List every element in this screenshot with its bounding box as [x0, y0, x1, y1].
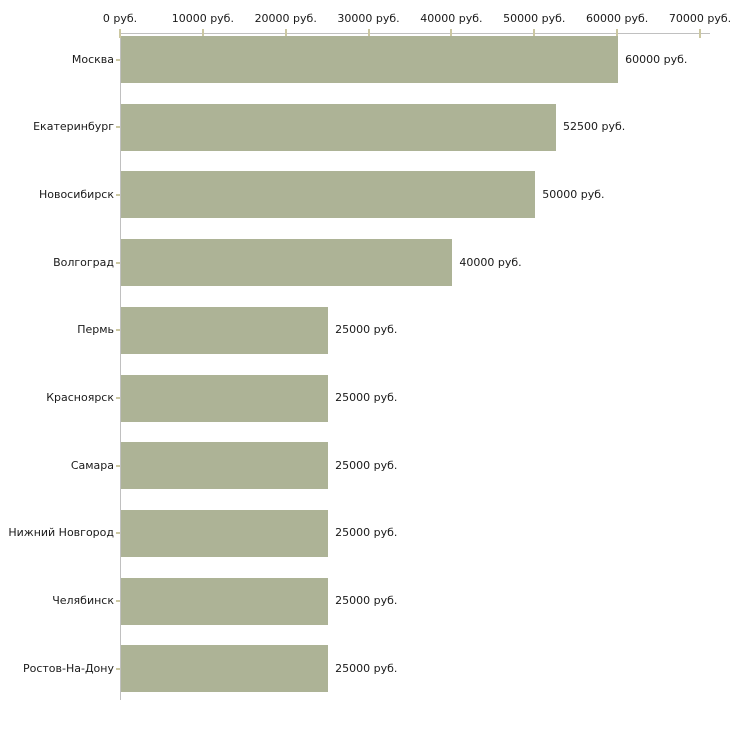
x-axis-tick-mark — [450, 29, 453, 38]
bar — [121, 36, 619, 83]
bar-value-label: 25000 руб. — [335, 526, 398, 540]
bar-value-label: 25000 руб. — [335, 661, 398, 675]
y-axis-tick-mark — [116, 667, 120, 670]
bar-value-label: 60000 руб. — [625, 52, 688, 66]
y-axis-category-label: Красноярск — [46, 391, 114, 404]
x-axis-tick-mark — [616, 29, 619, 38]
x-axis-tick-label: 70000 руб. — [668, 12, 730, 25]
bar-value-label: 25000 руб. — [335, 323, 398, 337]
y-axis-category-label: Ростов-На-Дону — [22, 661, 114, 675]
bar — [121, 509, 329, 557]
bar-value-label: 25000 руб. — [335, 594, 398, 608]
x-axis-tick-mark — [284, 29, 287, 38]
y-axis-category-label: Новосибирск — [38, 187, 114, 201]
x-axis-tick-mark — [367, 29, 370, 38]
x-axis-tick-mark — [119, 29, 121, 38]
y-axis-tick-mark — [116, 261, 120, 264]
x-axis-line — [120, 33, 710, 34]
x-axis-tick-label: 50000 руб. — [503, 12, 566, 25]
x-axis-tick-mark — [201, 29, 204, 38]
bar-value-label: 25000 руб. — [335, 391, 398, 404]
y-axis-tick-mark — [116, 193, 120, 196]
bar — [121, 645, 329, 693]
bar-value-label: 50000 руб. — [542, 187, 605, 201]
bar — [121, 442, 329, 490]
y-axis-category-label: Челябинск — [52, 594, 114, 608]
bar-value-label: 52500 руб. — [563, 120, 626, 134]
y-axis-category-label: Самара — [70, 458, 114, 472]
bar-value-label: 25000 руб. — [335, 458, 398, 472]
y-axis-category-label: Екатеринбург — [33, 120, 114, 134]
x-axis-tick-label: 40000 руб. — [420, 12, 483, 25]
y-axis-category-label: Волгоград — [53, 255, 114, 269]
y-axis-tick-mark — [116, 329, 120, 332]
x-axis-tick-label: 60000 руб. — [586, 12, 649, 25]
y-axis-line — [120, 33, 121, 700]
y-axis-tick-mark — [116, 464, 120, 467]
x-axis-tick-mark — [699, 29, 701, 38]
bar — [121, 171, 536, 219]
bar-value-label: 40000 руб. — [459, 255, 522, 269]
y-axis-tick-mark — [116, 126, 120, 129]
x-axis-tick-label: 10000 руб. — [171, 12, 234, 25]
x-axis-tick-label: 20000 руб. — [254, 12, 317, 25]
bar — [121, 306, 329, 354]
bar — [121, 239, 453, 287]
y-axis-tick-mark — [116, 532, 120, 535]
y-axis-category-label: Нижний Новгород — [8, 526, 114, 540]
x-axis-tick-label: 30000 руб. — [337, 12, 400, 25]
y-axis-tick-mark — [116, 58, 120, 61]
x-axis-tick-label: 0 руб. — [102, 12, 138, 25]
y-axis-tick-mark — [116, 600, 120, 603]
bar — [121, 103, 556, 151]
y-axis-category-label: Москва — [71, 52, 114, 66]
bar — [121, 374, 329, 422]
bar — [121, 577, 329, 625]
y-axis-tick-mark — [116, 397, 120, 399]
y-axis-category-label: Пермь — [77, 323, 114, 337]
x-axis-tick-mark — [533, 29, 536, 38]
